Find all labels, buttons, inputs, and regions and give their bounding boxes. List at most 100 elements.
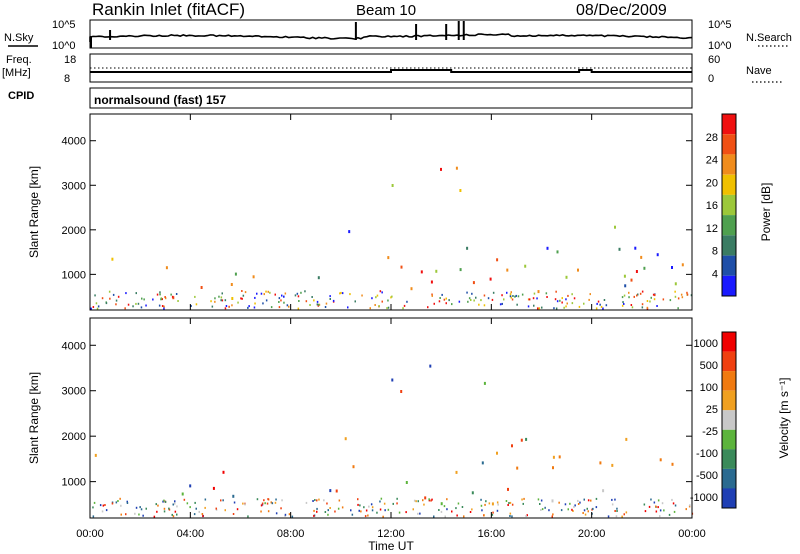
noise-cell	[371, 297, 373, 300]
noise-cell	[176, 513, 178, 516]
noise-cell	[445, 297, 447, 300]
noise-cell	[623, 513, 625, 516]
noise-cell	[501, 294, 503, 297]
noise-cell	[621, 515, 623, 518]
noise-cell	[102, 504, 105, 507]
scatter-cell	[525, 437, 528, 441]
noise-cell	[126, 500, 128, 503]
noise-cell	[361, 294, 363, 297]
noise-cell	[637, 293, 639, 296]
noise-cell	[190, 305, 192, 307]
noise-cell	[571, 508, 573, 511]
noise-cell	[159, 293, 161, 296]
colorbar-segment	[722, 332, 736, 352]
noise-cell	[555, 307, 558, 310]
noise-cell	[162, 500, 164, 503]
noise-cell	[244, 291, 247, 294]
noise-cell	[158, 304, 161, 307]
noise-cell	[685, 508, 687, 511]
noise-cell	[526, 514, 528, 517]
noise-cell	[163, 305, 165, 308]
cpid-panel	[89, 87, 693, 109]
noise-cell	[254, 296, 256, 299]
noise-cell	[316, 303, 319, 306]
noise-cell	[120, 513, 122, 516]
noise-cell	[371, 509, 374, 512]
noise-cell	[201, 513, 204, 515]
noise-cell	[423, 503, 425, 506]
noise-cell	[247, 515, 249, 518]
noise-cell	[680, 293, 683, 296]
noise-cell	[156, 293, 159, 296]
colorbar-tick-500: 500	[700, 360, 718, 372]
noise-cell	[305, 300, 308, 303]
beam-label: Beam 10	[356, 2, 416, 19]
noise-cell	[221, 292, 223, 295]
scatter-cell	[391, 184, 394, 187]
noise-cell	[105, 302, 108, 305]
noise-cell	[211, 305, 214, 308]
colorbar-segment	[722, 351, 736, 372]
scatter-cell	[671, 266, 673, 269]
noise-cell	[662, 298, 665, 301]
scatter-cell	[181, 492, 184, 496]
noise-cell	[558, 501, 560, 504]
scatter-cell	[410, 287, 413, 291]
noise-cell	[323, 499, 325, 502]
colorbar-segment	[722, 488, 736, 508]
noise-cell	[371, 506, 374, 509]
x-tick-label-00:00: 00:00	[76, 528, 104, 540]
scatter-cell	[111, 257, 114, 261]
scatter-cell	[659, 458, 662, 462]
y-tick-label-4000: 4000	[62, 136, 86, 148]
noise-cell	[451, 303, 453, 306]
noise-cell	[236, 508, 239, 511]
noise-cell	[221, 299, 224, 302]
noise-cell	[510, 296, 512, 299]
noise-cell	[548, 509, 550, 512]
noise-cell	[225, 305, 228, 307]
noise-cell	[332, 299, 335, 302]
scatter-cell	[335, 489, 338, 493]
noise-cell	[297, 295, 300, 298]
noise-cell	[108, 290, 111, 293]
noise-cell	[283, 295, 285, 298]
noise-cell	[623, 294, 626, 297]
noise-cell	[305, 501, 308, 504]
noise-cell	[480, 299, 482, 302]
noise-cell	[261, 502, 264, 505]
noise-cell	[267, 498, 269, 501]
power-colorbar-label: Power [dB]	[759, 183, 773, 242]
noise-cell	[492, 511, 494, 514]
freq-tick-bottom: 8	[64, 73, 70, 85]
noise-cell	[387, 508, 390, 511]
noise-cell	[111, 502, 114, 505]
noise-cell	[511, 298, 514, 301]
noise-cell	[523, 497, 525, 500]
noise-cell	[544, 506, 546, 509]
scatter-cell	[252, 275, 255, 279]
noise-cell	[554, 298, 557, 301]
noise-cell	[590, 499, 592, 502]
noise-cell	[577, 499, 579, 502]
noise-cell	[232, 513, 235, 515]
noise-cell	[481, 509, 483, 512]
scatter-cell	[232, 494, 235, 498]
noise-cell	[641, 303, 644, 306]
noise-cell	[358, 509, 360, 512]
noise-cell	[228, 305, 230, 308]
noise-cell	[381, 291, 383, 294]
noise-cell	[595, 497, 598, 500]
noise-cell	[135, 506, 138, 509]
noise-cell	[451, 510, 453, 513]
noise-cell	[270, 501, 272, 504]
noise-cell	[117, 295, 120, 298]
noise-cell	[125, 513, 127, 516]
noise-cell	[527, 298, 530, 301]
noise-cell	[263, 293, 265, 296]
scatter-cell	[471, 491, 474, 495]
noise-cell	[339, 292, 341, 295]
noise-cell	[588, 298, 590, 301]
noise-cell	[483, 304, 486, 307]
noise-cell	[512, 295, 514, 297]
